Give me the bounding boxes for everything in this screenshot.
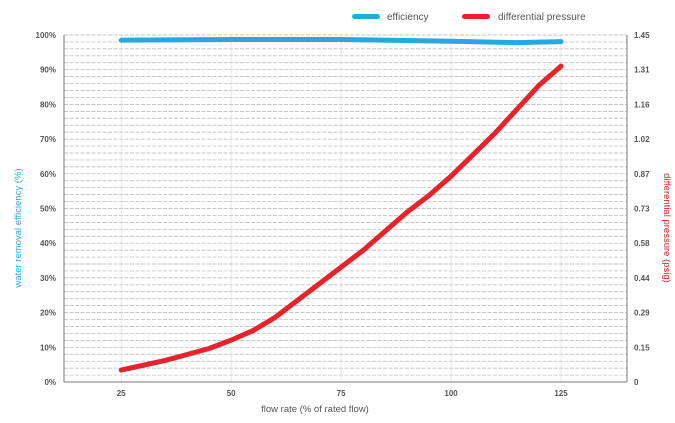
y-right-tick-label: 1.31	[634, 66, 650, 75]
legend: efficiency differential pressure	[352, 12, 586, 23]
y-left-tick-label: 0%	[44, 378, 56, 387]
legend-swatch-differential-pressure	[462, 14, 490, 19]
y-axis-right-label: differential pressure (psig)	[661, 173, 672, 283]
y-right-tick-label: 0.73	[634, 205, 650, 214]
y-right-tick-label: 1.02	[634, 135, 650, 144]
y-right-tick-label: 1.16	[634, 100, 650, 109]
legend-label-differential-pressure: differential pressure	[498, 12, 586, 23]
y-left-tick-label: 40%	[40, 239, 56, 248]
y-left-tick-label: 70%	[40, 135, 56, 144]
legend-swatch-efficiency	[352, 14, 380, 19]
axes-layer	[63, 35, 628, 383]
x-tick-label: 75	[337, 389, 346, 398]
grid-layer	[64, 34, 627, 383]
ticks-layer: 25 50 75 100 125 0% 10% 20% 30% 40% 50% 60% 70% 80% 90…	[36, 31, 651, 398]
y-right-tick-label: 0.15	[634, 343, 650, 352]
x-tick-label: 100	[444, 389, 458, 398]
x-axis-label: flow rate (% of rated flow)	[261, 404, 369, 415]
x-tick-label: 125	[554, 389, 568, 398]
x-tick-label: 50	[227, 389, 236, 398]
y-left-tick-label: 30%	[40, 274, 56, 283]
y-left-tick-label: 10%	[40, 343, 56, 352]
y-left-tick-label: 100%	[36, 31, 56, 40]
series-line-efficiency	[118, 37, 564, 46]
y-right-tick-label: 0.87	[634, 170, 650, 179]
series-layer	[118, 37, 564, 373]
y-left-tick-label: 90%	[40, 66, 56, 75]
legend-label-efficiency: efficiency	[387, 12, 429, 23]
y-left-tick-label: 60%	[40, 170, 56, 179]
y-right-tick-label: 0.44	[634, 274, 650, 283]
series-line-differential-pressure	[118, 63, 564, 373]
y-left-tick-label: 20%	[40, 309, 56, 318]
y-left-tick-label: 50%	[40, 205, 56, 214]
x-tick-label: 25	[117, 389, 126, 398]
y-axis-left-label: water removal efficiency (%)	[13, 168, 24, 288]
y-left-tick-label: 80%	[40, 100, 56, 109]
y-right-tick-label: 0	[634, 378, 639, 387]
y-right-tick-label: 0.58	[634, 239, 650, 248]
y-right-tick-label: 0.29	[634, 309, 650, 318]
y-right-tick-label: 1.45	[634, 31, 650, 40]
